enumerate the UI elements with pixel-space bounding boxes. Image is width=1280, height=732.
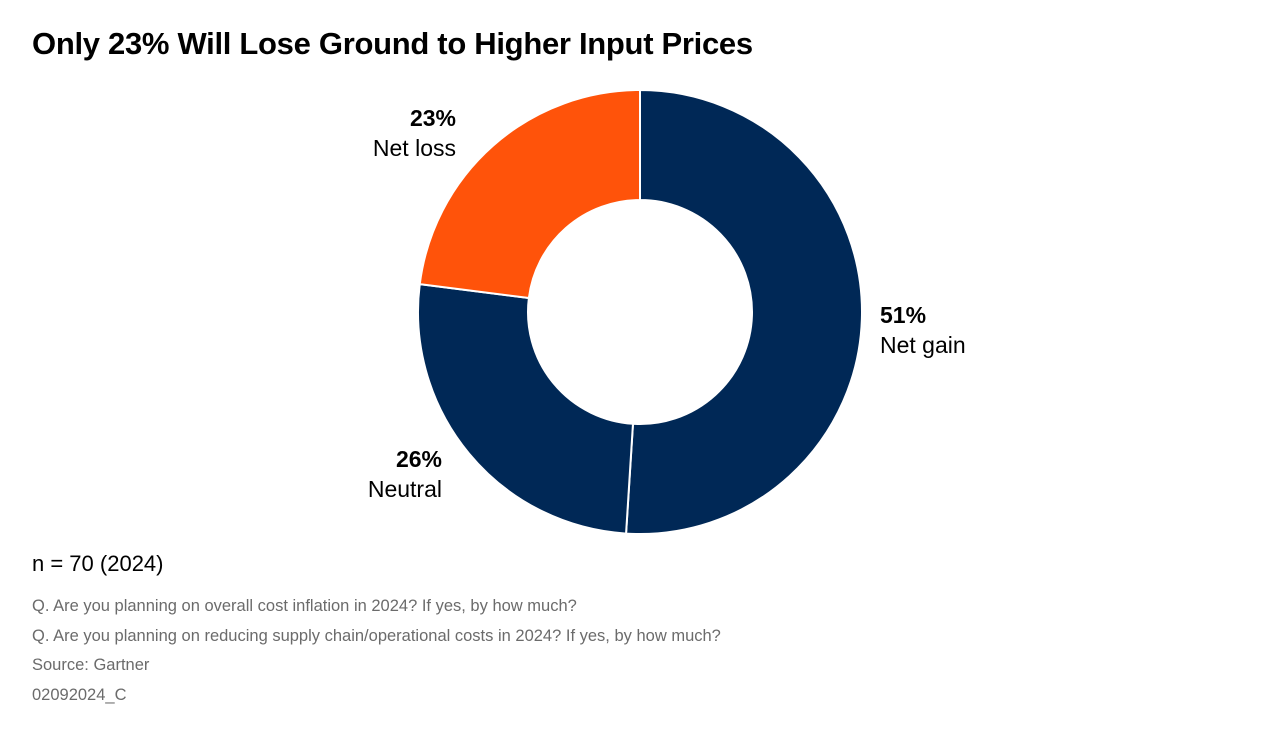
sample-size-note: n = 70 (2024) [32, 551, 164, 576]
slice-value-net-gain: 51% [880, 302, 927, 328]
slice-value-neutral: 26% [395, 446, 442, 472]
slice-label-net-loss: 23% Net loss [373, 103, 456, 163]
footnotes: Q. Are you planning on overall cost infl… [32, 594, 721, 712]
figure-code: 02092024_C [32, 685, 127, 704]
slice-value-net-loss: 23% [409, 105, 456, 131]
question-note-2: Q. Are you planning on reducing supply c… [32, 626, 721, 645]
source-note: Source: Gartner [32, 656, 150, 674]
donut-slice-net-gain [624, 88, 863, 535]
donut-slice-net-loss [418, 88, 641, 300]
slice-category-neutral: Neutral [367, 476, 442, 502]
slice-category-net-gain: Net gain [880, 332, 966, 358]
slice-label-net-gain: 51% Net gain [880, 300, 966, 360]
question-note-1: Q. Are you planning on overall cost infl… [32, 597, 577, 615]
chart-title: Only 23% Will Lose Ground to Higher Inpu… [32, 26, 753, 61]
donut-slice-neutral [417, 283, 635, 535]
slice-label-neutral: 26% Neutral [368, 444, 442, 504]
slice-category-net-loss: Net loss [372, 135, 456, 161]
